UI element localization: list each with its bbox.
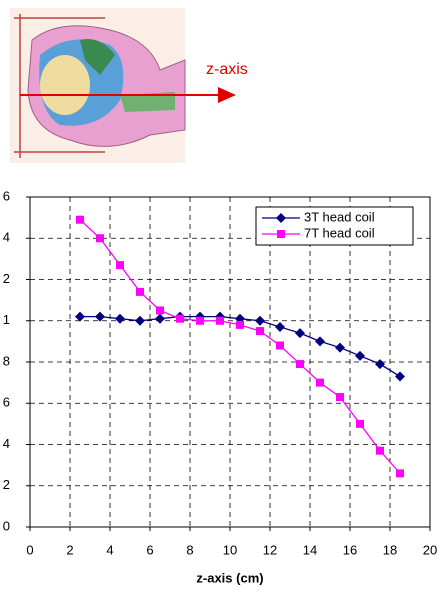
point bbox=[316, 379, 324, 387]
brain-inner bbox=[40, 55, 90, 115]
y-tick-label: 4 bbox=[3, 436, 10, 451]
x-tick-label: 14 bbox=[303, 542, 317, 557]
point bbox=[335, 343, 345, 353]
y-tick-label: 2 bbox=[3, 271, 10, 286]
x-tick-label: 4 bbox=[106, 542, 113, 557]
point bbox=[396, 469, 404, 477]
point bbox=[256, 327, 264, 335]
x-tick-label: 2 bbox=[66, 542, 73, 557]
point bbox=[375, 359, 385, 369]
arrow-head bbox=[218, 87, 236, 103]
y-tick-label: 1 bbox=[3, 312, 10, 327]
figure: z-axis 02468124602468101214161820z-axis … bbox=[0, 0, 445, 592]
point bbox=[336, 393, 344, 401]
point bbox=[236, 321, 244, 329]
y-tick-label: 2 bbox=[3, 477, 10, 492]
x-tick-label: 8 bbox=[186, 542, 193, 557]
y-tick-label: 4 bbox=[3, 230, 10, 245]
y-tick-label: 6 bbox=[3, 188, 10, 203]
point bbox=[315, 336, 325, 346]
point bbox=[196, 317, 204, 325]
x-tick-label: 20 bbox=[423, 542, 437, 557]
point bbox=[75, 312, 85, 322]
point bbox=[116, 261, 124, 269]
x-axis-label: z-axis (cm) bbox=[196, 570, 263, 585]
x-tick-label: 12 bbox=[263, 542, 277, 557]
point bbox=[356, 420, 364, 428]
point bbox=[296, 360, 304, 368]
head-image: z-axis bbox=[10, 8, 248, 163]
x-tick-label: 16 bbox=[343, 542, 357, 557]
legend-label: 7T head coil bbox=[304, 225, 375, 240]
point bbox=[95, 312, 105, 322]
point bbox=[115, 314, 125, 324]
point bbox=[136, 288, 144, 296]
point bbox=[135, 316, 145, 326]
y-tick-label: 8 bbox=[3, 353, 10, 368]
series-line bbox=[80, 220, 400, 474]
x-tick-label: 0 bbox=[26, 542, 33, 557]
y-tick-label: 6 bbox=[3, 395, 10, 410]
point bbox=[355, 351, 365, 361]
point bbox=[96, 234, 104, 242]
point bbox=[395, 371, 405, 381]
point bbox=[155, 314, 165, 324]
point bbox=[276, 342, 284, 350]
x-tick-label: 18 bbox=[383, 542, 397, 557]
point bbox=[76, 216, 84, 224]
legend-marker bbox=[277, 230, 285, 238]
point bbox=[295, 328, 305, 338]
x-tick-label: 10 bbox=[223, 542, 237, 557]
point bbox=[275, 322, 285, 332]
y-tick-label: 0 bbox=[3, 518, 10, 533]
image-label: z-axis bbox=[206, 61, 248, 78]
point bbox=[156, 306, 164, 314]
x-tick-label: 6 bbox=[146, 542, 153, 557]
point bbox=[376, 447, 384, 455]
point bbox=[216, 317, 224, 325]
point bbox=[176, 315, 184, 323]
point bbox=[255, 316, 265, 326]
legend-label: 3T head coil bbox=[304, 209, 375, 224]
